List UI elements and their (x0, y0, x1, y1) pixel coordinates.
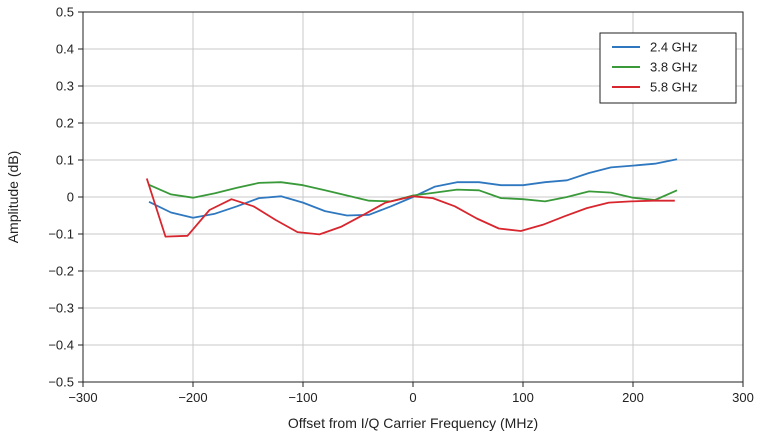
x-tick-label: 100 (512, 390, 534, 405)
x-tick-label: 200 (622, 390, 644, 405)
y-tick-label: 0.2 (56, 116, 74, 131)
x-axis-ticks: −300 −200 −100 0 100 200 300 (68, 382, 754, 405)
y-axis-ticks: −0.5 −0.4 −0.3 −0.2 −0.1 0 0.1 0.2 0.3 0.4 0.5 (48, 5, 83, 390)
series-line-5-8-ghz (145, 178, 675, 238)
legend-label: 5.8 GHz (650, 80, 698, 95)
legend: 2.4 GHz 3.8 GHz 5.8 GHz (599, 32, 737, 104)
x-tick-label: 0 (409, 390, 416, 405)
y-axis-label: Amplitude (dB) (5, 151, 21, 244)
y-tick-label: 0.5 (56, 5, 74, 20)
y-tick-label: 0.3 (56, 79, 74, 94)
x-tick-label: −200 (178, 390, 207, 405)
y-tick-label: 0.1 (56, 153, 74, 168)
x-tick-label: 300 (732, 390, 754, 405)
y-tick-label: −0.4 (48, 338, 74, 353)
y-tick-label: −0.5 (48, 375, 74, 390)
x-axis-label: Offset from I/Q Carrier Frequency (MHz) (288, 415, 538, 431)
y-tick-label: 0 (67, 190, 74, 205)
x-tick-label: −100 (288, 390, 317, 405)
series-layer (145, 158, 678, 238)
legend-label: 3.8 GHz (650, 60, 698, 75)
y-tick-label: −0.3 (48, 301, 74, 316)
y-tick-label: 0.4 (56, 42, 74, 57)
x-tick-label: −300 (68, 390, 97, 405)
y-tick-label: −0.1 (48, 227, 74, 242)
y-tick-label: −0.2 (48, 264, 74, 279)
legend-label: 2.4 GHz (650, 40, 698, 55)
